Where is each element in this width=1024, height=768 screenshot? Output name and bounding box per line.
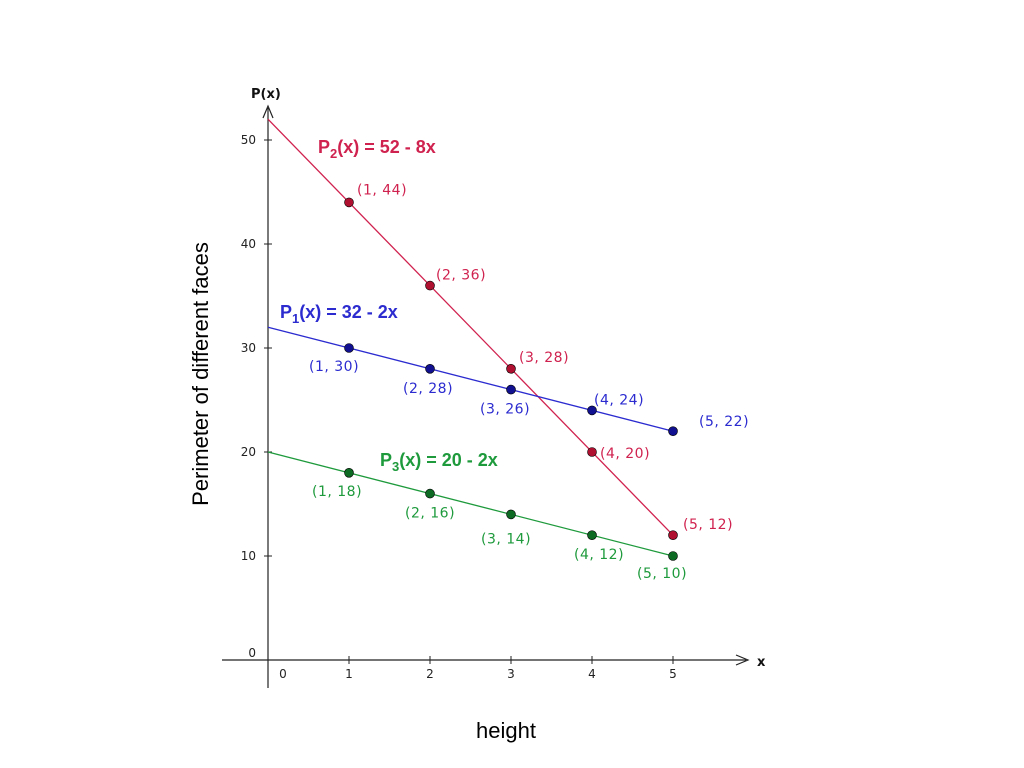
point-label: (2, 28)	[403, 381, 453, 397]
series-3: (1, 18) (2, 16) (3, 14) (4, 12) (5, 10) P3(x)…	[267, 450, 687, 582]
data-point	[506, 509, 516, 520]
data-point	[344, 343, 354, 353]
point-label: (3, 28)	[519, 350, 569, 366]
point-label: (1, 30)	[309, 359, 359, 375]
point-label: (5, 12)	[683, 517, 733, 533]
series-equation-label: P1(x) = 32 - 2x	[280, 302, 398, 326]
series-equation-label: P3(x) = 20 - 2x	[380, 450, 498, 474]
data-point	[425, 280, 435, 291]
equation-rest: (x) = 32 - 2x	[299, 302, 398, 322]
equation-main: P	[380, 450, 392, 470]
data-point	[587, 405, 597, 416]
data-point	[506, 363, 516, 374]
point-label: (2, 16)	[405, 506, 455, 522]
data-point	[425, 488, 435, 499]
point-label: (5, 22)	[699, 414, 749, 430]
equation-rest: (x) = 52 - 8x	[337, 137, 436, 157]
x-axis-label: height	[476, 718, 536, 743]
point-label: (4, 20)	[600, 446, 650, 462]
series-line	[267, 118, 674, 536]
data-point	[344, 197, 354, 208]
point-label: (4, 24)	[594, 392, 644, 408]
y-axis-name: P(x)	[251, 87, 281, 102]
point-label: (3, 14)	[481, 531, 531, 547]
series-group: (1, 44)(2, 36)(3, 28)(4, 20)(5, 12)P2(x)…	[267, 118, 749, 582]
data-point	[587, 530, 597, 541]
x-tick-label: 4	[588, 667, 596, 681]
y-axis-arrow	[262, 104, 274, 119]
series-1: (1, 44)(2, 36)(3, 28)(4, 20)(5, 12)P2(x)…	[267, 118, 733, 541]
point-label: (1, 18)	[312, 484, 362, 500]
data-point	[425, 363, 435, 374]
series-2: (1, 30) (2, 28) (3, 26) (4, 24) (5, 22) P1(x)…	[267, 302, 749, 437]
point-label: (1, 44)	[357, 182, 407, 198]
data-point	[668, 551, 678, 561]
axes: x P(x)	[222, 87, 766, 688]
y-tick-label: 30	[241, 341, 256, 355]
equation-subscript: 3	[392, 459, 399, 474]
y-tick-label: 0	[248, 646, 256, 660]
equation-rest: (x) = 20 - 2x	[399, 450, 498, 470]
point-label: (3, 26)	[480, 402, 530, 418]
series-equation-label: P2(x) = 52 - 8x	[318, 137, 436, 161]
point-label: (5, 10)	[637, 566, 687, 582]
y-tick-label: 40	[241, 237, 256, 251]
data-point	[587, 447, 597, 457]
x-axis-arrow	[735, 654, 750, 666]
data-point	[506, 384, 516, 395]
x-tick-label: 5	[669, 667, 677, 681]
data-point	[344, 467, 354, 478]
series-line	[267, 451, 674, 557]
y-tick-label: 50	[241, 133, 256, 147]
equation-main: P	[280, 302, 292, 322]
x-tick-label: 3	[507, 667, 515, 681]
y-axis-label: Perimeter of different faces	[188, 242, 213, 506]
y-tick-label: 20	[241, 445, 256, 459]
x-tick-label: 1	[345, 667, 353, 681]
x-axis-name: x	[757, 655, 766, 670]
point-label: (4, 12)	[574, 547, 624, 563]
equation-main: P	[318, 137, 330, 157]
x-tick-label: 2	[426, 667, 434, 681]
y-tick-label: 10	[241, 549, 256, 563]
series-line	[267, 326, 674, 432]
point-label: (2, 36)	[436, 268, 486, 284]
equation-subscript: 2	[330, 146, 337, 161]
data-point	[668, 530, 678, 541]
equation-subscript: 1	[292, 311, 299, 326]
data-point	[668, 426, 678, 437]
x-tick-label: 0	[279, 667, 287, 681]
